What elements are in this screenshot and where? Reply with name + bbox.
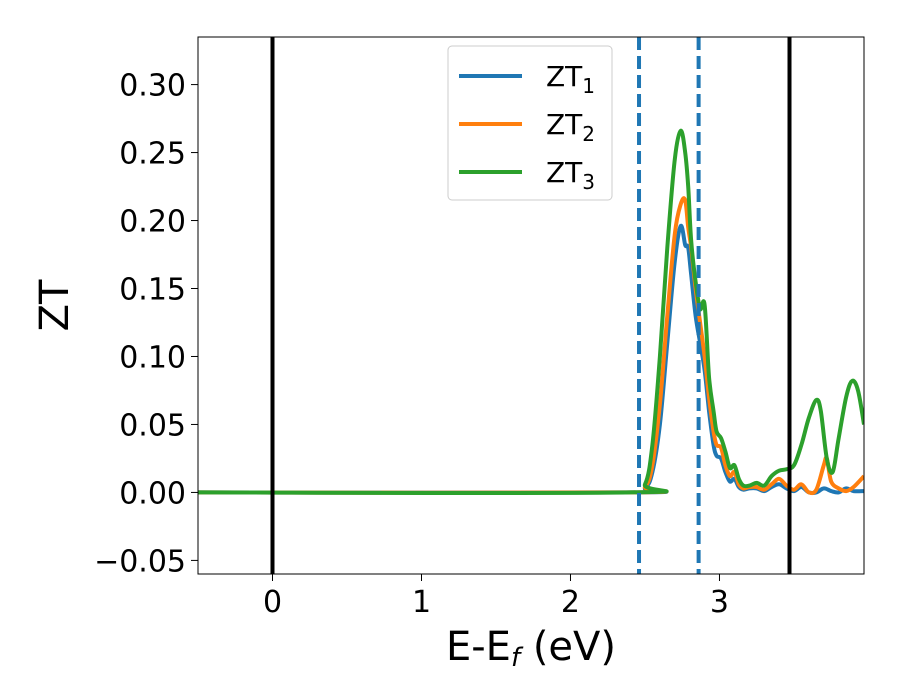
x-tick-label: 2 bbox=[561, 585, 580, 620]
x-tick-label: 0 bbox=[263, 585, 282, 620]
y-tick-label: 0.25 bbox=[119, 137, 186, 172]
legend-label-zt3: ZT3 bbox=[546, 156, 595, 194]
x-tick-label: 1 bbox=[412, 585, 431, 620]
y-tick-label: −0.05 bbox=[94, 544, 186, 579]
reference-lines bbox=[270, 37, 792, 574]
y-axis: −0.05 0.00 0.05 0.10 0.15 0.20 0.25 0.30 bbox=[94, 69, 198, 579]
x-axis: 0 1 2 3 bbox=[263, 574, 729, 620]
series-line-zt3 bbox=[198, 128, 864, 496]
y-axis-title: ZT bbox=[32, 279, 78, 331]
x-axis-title: E-Ef (eV) bbox=[446, 624, 616, 673]
y-tick-label: 0.05 bbox=[119, 408, 186, 443]
legend-label-zt2: ZT2 bbox=[546, 108, 595, 146]
series-line-zt1 bbox=[198, 223, 864, 495]
legend-box bbox=[447, 45, 613, 201]
y-tick-label: 0.10 bbox=[119, 340, 186, 375]
x-tick-label: 3 bbox=[710, 585, 729, 620]
series-layer bbox=[198, 128, 864, 496]
y-tick-label: 0.30 bbox=[119, 69, 186, 104]
series-line-zt2 bbox=[198, 196, 864, 496]
y-tick-label: 0.20 bbox=[119, 205, 186, 240]
y-tick-label: 0.15 bbox=[119, 273, 186, 308]
legend-label-zt1: ZT1 bbox=[546, 60, 595, 98]
y-tick-label: 0.00 bbox=[119, 476, 186, 511]
plot-frame bbox=[197, 36, 865, 575]
legend: ZT1 ZT2 ZT3 bbox=[447, 45, 613, 201]
